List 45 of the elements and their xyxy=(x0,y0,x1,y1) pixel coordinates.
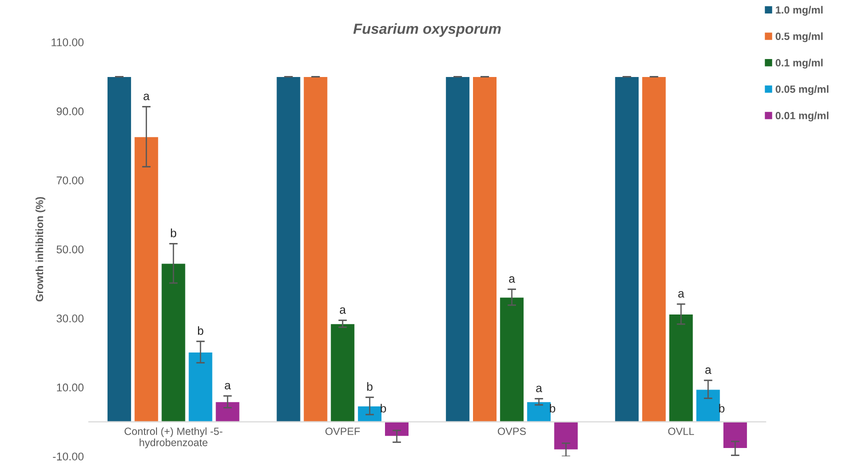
bar xyxy=(641,76,667,422)
legend-label: 0.1 mg/ml xyxy=(776,58,823,69)
bar xyxy=(696,388,721,422)
bar xyxy=(357,405,382,422)
bar xyxy=(330,323,356,422)
bar xyxy=(160,262,186,422)
x-tick-label: OVPEF xyxy=(325,428,360,435)
data-label: a xyxy=(340,307,346,314)
bar xyxy=(214,401,240,422)
y-axis-title: Growth inhibition (%) xyxy=(36,197,46,302)
data-label: a xyxy=(705,367,712,374)
bar xyxy=(384,421,410,437)
y-tick-label: 30.00 xyxy=(56,314,84,322)
data-label: a xyxy=(224,382,231,390)
bar xyxy=(188,352,214,422)
bar xyxy=(614,76,640,422)
legend-label: 0.5 mg/ml xyxy=(776,32,823,42)
y-tick-label: 10.00 xyxy=(57,384,84,392)
x-tick-label: OVLL xyxy=(668,428,694,435)
bar xyxy=(526,401,552,422)
data-label: a xyxy=(536,386,542,392)
bar xyxy=(134,136,159,422)
y-tick-label: 110.00 xyxy=(52,38,84,46)
bar xyxy=(553,421,579,450)
bar xyxy=(722,421,748,449)
data-label: b xyxy=(170,228,176,238)
data-label: a xyxy=(678,291,684,298)
chart-title: Fusarium oxysporum xyxy=(353,23,501,37)
data-label: a xyxy=(509,276,516,283)
y-tick-label: 70.00 xyxy=(56,176,84,184)
data-label: a xyxy=(144,94,150,100)
bar xyxy=(276,76,302,422)
legend-label: 0.01 mg/ml xyxy=(776,112,828,122)
data-label: b xyxy=(367,382,372,391)
legend-label: 0.05 mg/ml xyxy=(776,85,828,95)
data-label: b xyxy=(198,326,204,335)
legend-label: 1.0 mg/ml xyxy=(776,6,823,16)
bar xyxy=(668,314,694,422)
y-tick-label: -10.00 xyxy=(52,452,84,460)
x-tick-label: Control (+) Methyl -5- hydrobenzoate xyxy=(124,427,222,448)
y-tick-label: 90.00 xyxy=(56,107,84,116)
y-tick-label: 50.00 xyxy=(56,245,84,254)
bar xyxy=(106,76,132,422)
bar xyxy=(302,76,328,422)
x-tick-label: OVPS xyxy=(498,428,526,435)
